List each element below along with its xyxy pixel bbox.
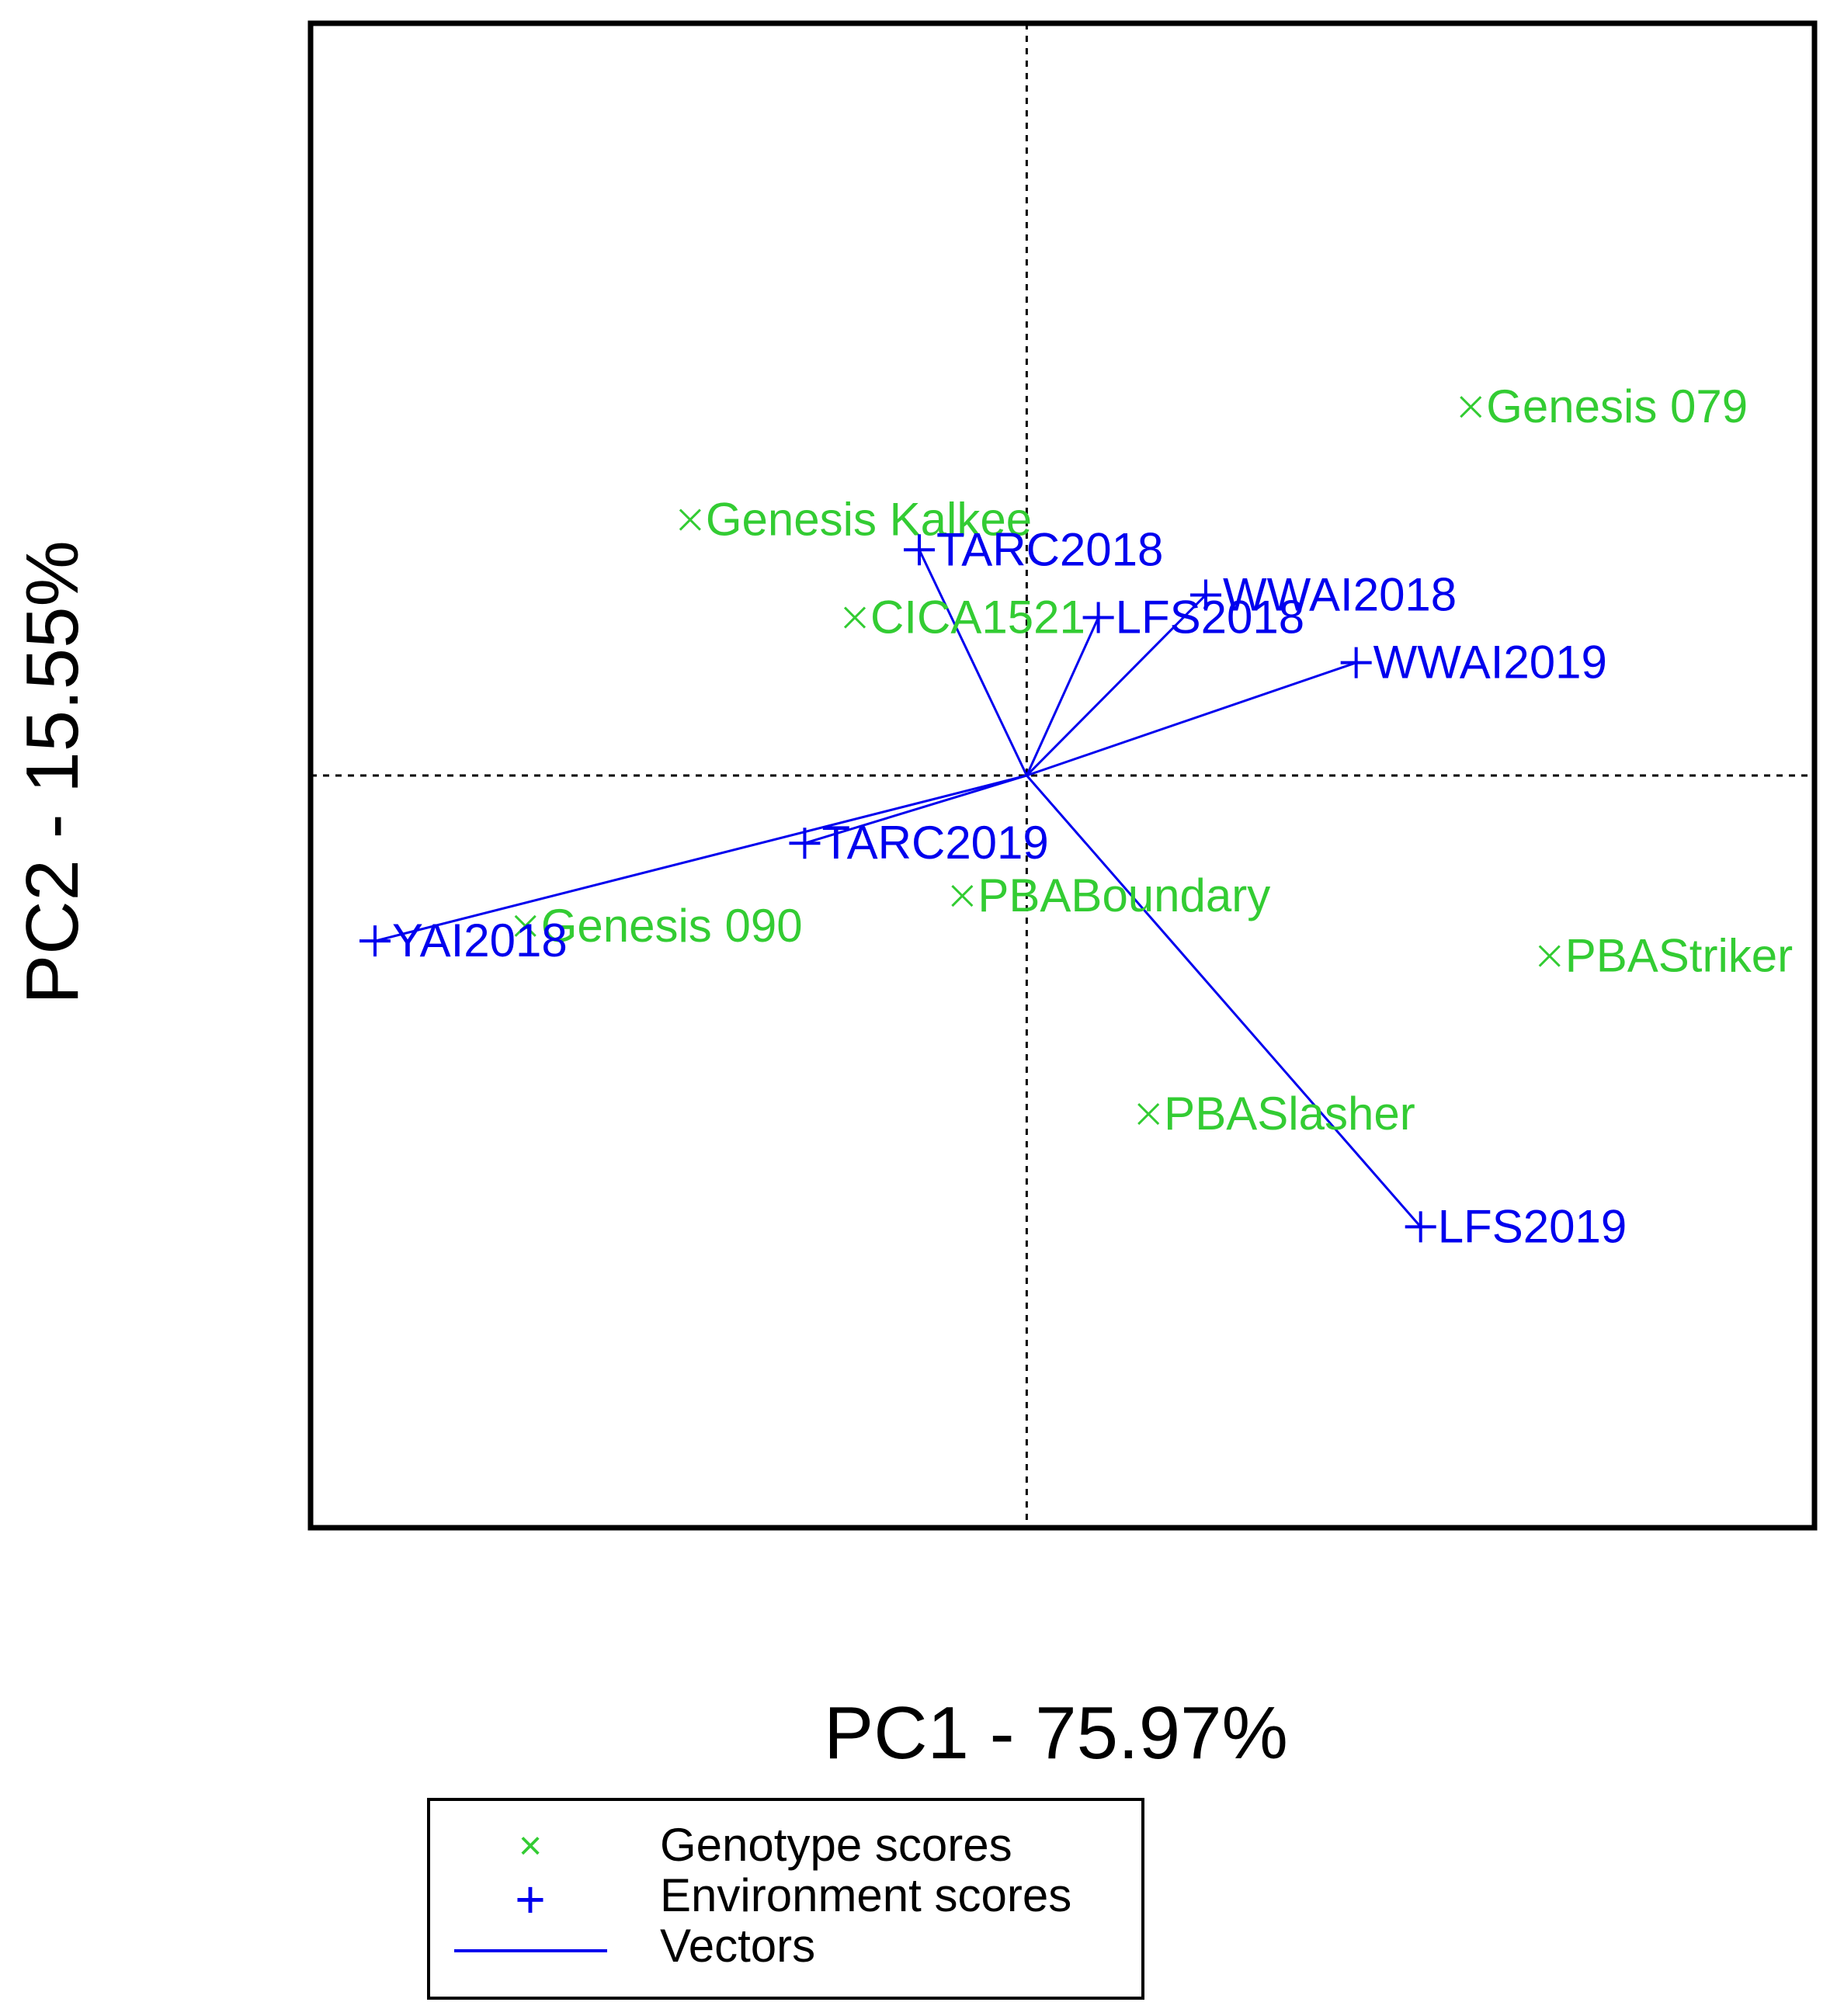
vector-line <box>1026 661 1357 777</box>
legend-label-environment: Environment scores <box>660 1869 1071 1921</box>
genotype-label: PBASlasher <box>1164 1088 1415 1140</box>
vector-line <box>374 774 1027 942</box>
legend-genotype-symbol: × <box>519 1823 542 1869</box>
environment-label: LFS2018 <box>1116 592 1305 644</box>
environment-point <box>904 534 936 566</box>
legend: × + Genotype scores Environment scores V… <box>427 1798 1144 2000</box>
y-axis-label: PC2 - 15.55% <box>11 540 94 1005</box>
vector-line <box>1026 594 1207 777</box>
genotype-label: Genesis 090 <box>541 900 803 952</box>
vector-line <box>804 774 1027 845</box>
legend-label-genotype: Genotype scores <box>660 1819 1012 1871</box>
environment-point <box>1189 579 1221 611</box>
legend-box <box>427 1798 1144 2000</box>
environment-point <box>359 925 391 957</box>
x-axis-label: PC1 - 75.97% <box>824 1692 1288 1775</box>
genotype-point <box>843 606 866 629</box>
environment-point <box>1405 1211 1436 1243</box>
vector-line <box>1026 616 1099 776</box>
genotype-label: PBABoundary <box>978 869 1270 921</box>
genotype-point <box>1538 945 1561 967</box>
environment-label: LFS2019 <box>1438 1200 1627 1252</box>
genotype-label: Genesis 079 <box>1486 380 1748 432</box>
plot-frame <box>307 20 1818 1531</box>
genotype-label: PBAStriker <box>1565 930 1793 982</box>
genotype-point <box>679 508 701 531</box>
plot-area: Genesis 079 Genesis Kalkee CICA1521 Genesis… <box>307 20 1818 1531</box>
environment-label: WWAI2018 <box>1223 568 1457 620</box>
plot-content: Genesis 079 Genesis Kalkee CICA1521 Genesis… <box>311 23 1814 1528</box>
environment-label: YAI2018 <box>392 914 568 966</box>
genotype-label: Genesis Kalkee <box>706 494 1032 546</box>
environment-point <box>1340 647 1372 678</box>
vector-line <box>918 549 1028 776</box>
genotype-label: CICA1521 <box>870 592 1085 644</box>
environment-label: TARC2018 <box>936 523 1163 575</box>
genotype-point <box>1460 396 1482 418</box>
environment-label: TARC2019 <box>821 817 1048 869</box>
legend-environment-symbol: + <box>515 1870 546 1929</box>
genotype-point <box>514 914 537 937</box>
environment-label: WWAI2019 <box>1373 637 1607 689</box>
legend-label-vectors: Vectors <box>660 1920 815 1972</box>
environment-point <box>789 828 821 859</box>
vector-line <box>1026 775 1422 1228</box>
genotype-point <box>951 884 974 907</box>
environment-point <box>1082 602 1114 633</box>
genotype-point <box>1137 1102 1160 1126</box>
